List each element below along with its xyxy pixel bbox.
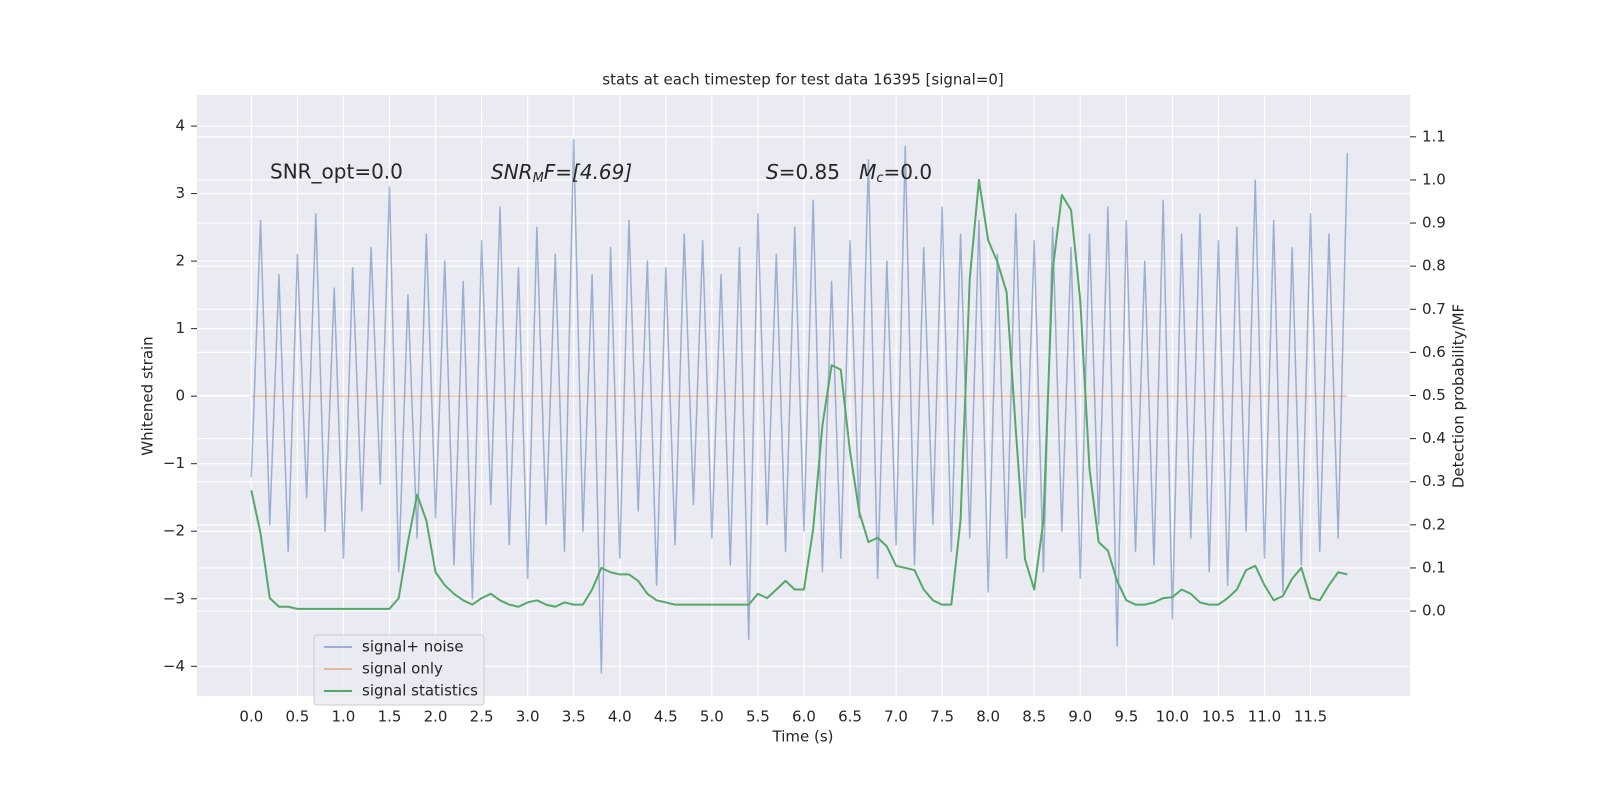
y2-tick-label: 0.2	[1422, 515, 1446, 533]
x-tick-label: 0.5	[285, 708, 309, 726]
y2-tick-label: 0.0	[1422, 602, 1446, 620]
annotation: S=0.85 Mc=0.0	[766, 160, 932, 186]
y2-tick-label: 0.6	[1422, 343, 1446, 361]
y-tick-label: 2	[175, 252, 185, 270]
annotation: SNRMF=[4.69]	[491, 160, 632, 186]
x-tick-label: 10.5	[1202, 708, 1235, 726]
y-tick-label: 1	[175, 319, 185, 337]
legend-label: signal only	[362, 660, 443, 678]
x-tick-label: 7.0	[884, 708, 908, 726]
y2-tick-label: 0.1	[1422, 558, 1446, 576]
x-tick-label: 1.0	[332, 708, 356, 726]
annotation-part: F=[4.69]	[544, 160, 632, 184]
annotation-part: M	[533, 171, 544, 186]
y2-tick-label: 0.5	[1422, 386, 1446, 404]
x-tick-label: 2.5	[470, 708, 494, 726]
x-tick-label: 7.5	[930, 708, 954, 726]
legend-label: signal statistics	[362, 682, 478, 700]
y-tick-label: 4	[175, 117, 185, 135]
x-tick-label: 2.0	[424, 708, 448, 726]
x-tick-label: 1.5	[378, 708, 402, 726]
annotation-part: M	[859, 160, 876, 184]
y2-tick-label: 1.0	[1422, 170, 1446, 188]
annotation-part: =0.85	[779, 160, 859, 184]
annotation-part: c	[876, 171, 883, 186]
x-tick-label: 5.5	[746, 708, 770, 726]
legend-box	[313, 634, 485, 706]
y2-tick-label: 0.3	[1422, 472, 1446, 490]
x-tick-label: 8.5	[1022, 708, 1046, 726]
x-tick-label: 9.0	[1068, 708, 1092, 726]
legend-label: signal+ noise	[362, 638, 464, 656]
annotation: SNR_opt=0.0	[270, 160, 403, 184]
annotation-part: S	[766, 160, 779, 184]
x-tick-label: 3.5	[562, 708, 586, 726]
x-tick-label: 11.0	[1248, 708, 1281, 726]
legend: signal+ noise signal only signal statistic…	[313, 634, 485, 706]
y-tick-label: 0	[175, 387, 185, 405]
series-line	[250, 178, 1348, 610]
y2-tick-label: 1.1	[1422, 127, 1446, 145]
annotation-part: =0.0	[884, 160, 933, 184]
y-tick-label: −2	[163, 522, 185, 540]
x-tick-label: 9.5	[1114, 708, 1138, 726]
marks	[250, 138, 1349, 674]
y-axis-label: Whitened strain	[139, 336, 157, 455]
annotation-part: SNR	[491, 160, 533, 184]
x-tick-label: 4.5	[654, 708, 678, 726]
x-tick-label: 6.5	[838, 708, 862, 726]
y2-tick-label: 0.8	[1422, 257, 1446, 275]
y-tick-label: −4	[163, 657, 185, 675]
x-tick-label: 4.0	[608, 708, 632, 726]
x-tick-label: 8.0	[976, 708, 1000, 726]
y2-tick-label: 0.9	[1422, 214, 1446, 232]
x-tick-label: 11.5	[1294, 708, 1327, 726]
y2-axis-label: Detection probability/MF	[1450, 304, 1468, 488]
x-tick-label: 3.0	[516, 708, 540, 726]
y2-tick-label: 0.7	[1422, 300, 1446, 318]
x-tick-label: 10.0	[1156, 708, 1189, 726]
series-line	[250, 138, 1349, 674]
y-tick-label: 3	[175, 184, 185, 202]
x-tick-label: 6.0	[792, 708, 816, 726]
y-tick-label: −3	[163, 589, 185, 607]
y2-tick-label: 0.4	[1422, 429, 1446, 447]
chart-title: stats at each timestep for test data 163…	[602, 71, 1003, 89]
x-axis-label: Time (s)	[772, 728, 834, 746]
x-tick-label: 5.0	[700, 708, 724, 726]
x-tick-label: 0.0	[239, 708, 263, 726]
y-tick-label: −1	[163, 454, 185, 472]
